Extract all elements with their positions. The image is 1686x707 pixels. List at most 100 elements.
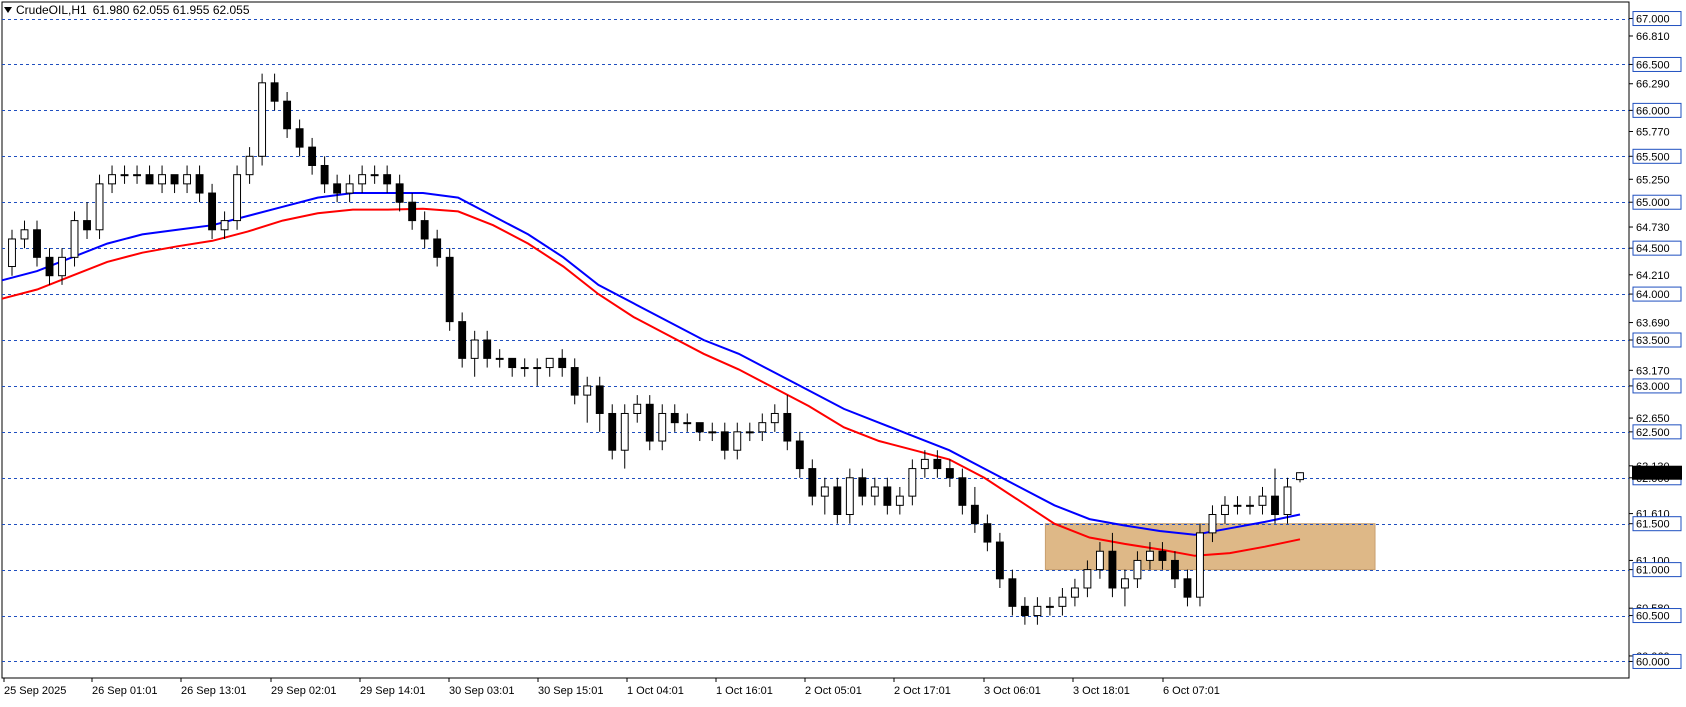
level-price-box (1632, 516, 1682, 532)
candle (1283, 477, 1292, 524)
candle (108, 165, 116, 194)
x-tick-label: 2 Oct 17:01 (894, 685, 951, 697)
candle (183, 165, 192, 194)
candle (270, 73, 279, 111)
level-price-box (1632, 56, 1682, 72)
y-tick-label: 66.290 (1636, 79, 1670, 91)
ema-fast-line (1, 192, 1301, 536)
candle (1008, 569, 1017, 616)
level-price-box (1632, 102, 1682, 118)
y-tick-label: 66.000 (1636, 105, 1670, 117)
candle (1133, 551, 1142, 588)
candle (1196, 523, 1204, 607)
candle (358, 165, 367, 194)
level-price-box (1632, 424, 1682, 440)
candle (1296, 472, 1304, 483)
candle (533, 358, 542, 386)
candle (1246, 496, 1254, 515)
y-tick-label: 67.000 (1636, 14, 1670, 26)
candle (933, 450, 942, 478)
candle (395, 174, 404, 212)
candle (95, 174, 104, 239)
y-tick-label: 62.650 (1636, 413, 1670, 425)
candle (570, 358, 579, 405)
candle (1221, 496, 1229, 524)
dropdown-triangle-icon[interactable] (4, 7, 12, 13)
x-tick-label: 25 Sep 2025 (4, 685, 66, 697)
y-tick-label: 66.500 (1636, 59, 1670, 71)
candle (983, 514, 992, 552)
candle (1171, 551, 1179, 588)
candle (1095, 542, 1104, 579)
candle (383, 165, 392, 194)
candle (33, 220, 41, 267)
level-price-box (1632, 653, 1682, 669)
y-tick-label: 61.000 (1636, 565, 1670, 577)
ohlc-values: 61.980 62.055 61.955 62.055 (92, 3, 250, 17)
candle (783, 395, 792, 451)
candle (208, 183, 217, 239)
y-tick-label: 63.000 (1636, 381, 1670, 393)
candle (195, 165, 204, 203)
x-tick-label: 2 Oct 05:01 (805, 685, 862, 697)
candle (833, 477, 842, 524)
candle (433, 229, 442, 267)
candle (308, 137, 317, 175)
candle (58, 248, 66, 285)
candle (545, 357, 554, 377)
y-tick-label: 62.500 (1636, 427, 1670, 439)
candle (408, 193, 417, 230)
level-price-box (1632, 562, 1682, 578)
candle (8, 229, 16, 276)
candle (1120, 569, 1129, 607)
x-tick-label: 3 Oct 18:01 (1073, 685, 1130, 697)
candle (720, 422, 729, 460)
candle (1271, 468, 1279, 524)
candle (670, 404, 679, 432)
level-price-box (1632, 194, 1682, 210)
candle (120, 165, 129, 184)
candle (558, 349, 567, 377)
candle (520, 358, 529, 377)
candle (595, 376, 604, 432)
y-tick-label: 65.500 (1636, 151, 1670, 163)
candle (620, 404, 629, 469)
candle (695, 422, 704, 442)
y-tick-label: 60.000 (1636, 656, 1670, 668)
level-price-box (1632, 332, 1682, 348)
candle (445, 248, 454, 331)
y-tick-label: 63.690 (1636, 318, 1670, 330)
candle (245, 147, 254, 184)
current-price-box (1632, 465, 1682, 480)
candle (233, 165, 242, 230)
candle (495, 349, 504, 368)
candle (945, 459, 954, 487)
y-tick-label: 64.000 (1636, 289, 1670, 301)
candle (858, 468, 867, 506)
y-tick-label: 64.730 (1636, 222, 1670, 234)
current-price-label: 62.055 (1636, 468, 1670, 480)
candle (895, 486, 904, 515)
candle (908, 459, 917, 506)
candle (470, 330, 479, 377)
candle (1070, 578, 1079, 607)
level-price-box (1632, 148, 1682, 164)
candle (1108, 532, 1117, 598)
y-tick-label: 64.210 (1636, 270, 1670, 282)
y-tick-label: 65.770 (1636, 127, 1670, 139)
y-tick-label: 61.500 (1636, 519, 1670, 531)
candle (45, 248, 54, 285)
candle (133, 165, 141, 184)
candle (1183, 569, 1192, 607)
candle (345, 174, 354, 203)
candle (145, 165, 154, 185)
candle (883, 477, 892, 515)
level-price-box (1632, 378, 1682, 394)
candle (820, 477, 829, 515)
y-tick-label: 65.250 (1636, 174, 1670, 186)
candle (220, 211, 229, 239)
x-tick-label: 26 Sep 13:01 (181, 685, 246, 697)
candle (1233, 496, 1242, 515)
